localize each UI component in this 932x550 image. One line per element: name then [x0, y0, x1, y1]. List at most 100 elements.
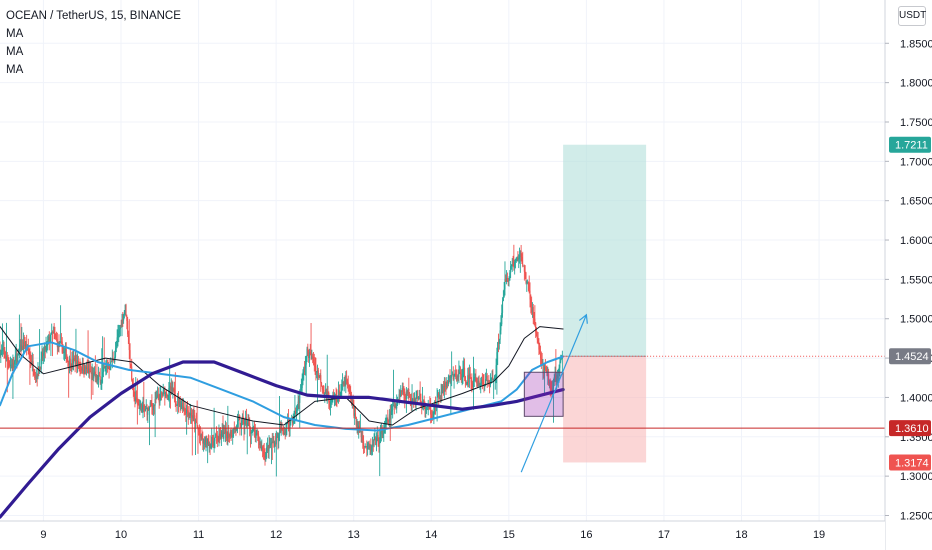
- candle-body: [102, 367, 104, 373]
- candle-body: [184, 409, 186, 411]
- candle-body: [523, 265, 525, 267]
- candle-body: [144, 409, 146, 412]
- candle-body: [518, 258, 520, 260]
- candle-body: [330, 399, 332, 402]
- candle-body: [5, 355, 8, 359]
- candle-body: [249, 428, 252, 434]
- candle-body: [98, 375, 100, 380]
- candle-body: [447, 381, 449, 384]
- candle-body: [264, 455, 266, 458]
- candle-body: [253, 429, 256, 432]
- candle-body: [77, 360, 79, 368]
- candle-body: [351, 399, 353, 401]
- candle-body: [375, 437, 377, 445]
- candle-body: [459, 371, 461, 374]
- candle-body: [126, 316, 128, 321]
- candle-body: [245, 417, 247, 420]
- candle-body: [556, 378, 558, 382]
- candle-body: [273, 441, 275, 447]
- candle-body: [538, 342, 540, 350]
- indicator-ma-3[interactable]: MA: [6, 64, 24, 76]
- candle-body: [30, 356, 32, 362]
- candle-body: [158, 397, 160, 403]
- candle-body: [297, 401, 299, 407]
- candle-body: [65, 349, 67, 359]
- symbol-title[interactable]: OCEAN / TetherUS, 15, BINANCE: [6, 10, 181, 22]
- candle-body: [556, 374, 559, 379]
- candle-body: [361, 436, 363, 438]
- candle-body: [493, 379, 495, 381]
- candle-body: [131, 366, 133, 381]
- candle-body: [140, 403, 142, 413]
- candle-body: [86, 366, 88, 368]
- price-tick-label: 1.8500: [900, 38, 932, 50]
- candle-body: [475, 377, 477, 382]
- candle-body: [232, 429, 235, 436]
- candle-body: [372, 444, 374, 446]
- candle-body: [547, 374, 549, 376]
- candle-body: [527, 281, 529, 285]
- candle-body: [448, 375, 450, 382]
- long-position-tool[interactable]: [563, 144, 647, 463]
- candle-body: [225, 428, 227, 432]
- candle-body: [392, 404, 395, 407]
- candle-body: [194, 420, 197, 424]
- candle-body: [266, 445, 268, 448]
- candle-body: [87, 367, 89, 373]
- candle-body: [518, 254, 521, 259]
- candle-body: [203, 439, 205, 445]
- candle-body: [51, 332, 54, 333]
- candle-body: [495, 365, 497, 375]
- time-tick-label: 15: [503, 529, 515, 541]
- candle-body: [63, 351, 65, 353]
- candle-body: [524, 271, 526, 273]
- candle-body: [222, 431, 224, 439]
- candle-body: [555, 374, 557, 382]
- candle-body: [60, 341, 62, 343]
- candle-body: [535, 322, 537, 333]
- candle-body: [123, 314, 125, 321]
- candle-body: [400, 390, 402, 397]
- indicator-ma-2[interactable]: MA: [6, 46, 24, 58]
- candle-body: [533, 314, 535, 319]
- time-axis[interactable]: 9 10 11 12 13 14 15 16 17 18 19: [0, 520, 885, 550]
- candle-body: [312, 357, 315, 363]
- candle-body: [507, 280, 509, 282]
- indicator-ma-1[interactable]: MA: [6, 28, 24, 40]
- candle-body: [466, 382, 468, 384]
- drawing-overlays[interactable]: [0, 313, 885, 473]
- candle-body: [48, 336, 50, 342]
- price-axis[interactable]: 1.25001.30001.35001.40001.45001.50001.55…: [884, 0, 932, 550]
- candle-body: [380, 430, 382, 433]
- candle-body: [324, 392, 326, 394]
- candle-body: [79, 364, 81, 368]
- candle-body: [325, 389, 327, 396]
- candle-body: [272, 441, 274, 443]
- candle-body: [300, 390, 302, 392]
- time-tick-label: 10: [115, 529, 127, 541]
- candle-body: [506, 278, 508, 281]
- candle-body: [417, 397, 419, 399]
- candle-body: [553, 377, 555, 383]
- candle-body: [449, 375, 451, 378]
- candle-body: [280, 428, 282, 433]
- candle-body: [166, 395, 168, 397]
- candle-body: [514, 261, 516, 268]
- candle-body: [317, 370, 319, 377]
- currency-button[interactable]: USDT: [898, 6, 926, 26]
- candle-body: [42, 352, 44, 356]
- candle-body: [552, 382, 554, 390]
- candle-body: [494, 374, 496, 378]
- candle-body: [471, 382, 473, 384]
- candle-body: [248, 423, 250, 424]
- candle-body: [407, 388, 409, 394]
- candle-body: [473, 377, 475, 381]
- candle-body: [531, 304, 533, 313]
- candle-body: [243, 422, 245, 424]
- candle-body: [371, 446, 373, 452]
- candle-body: [291, 419, 294, 423]
- candle-body: [77, 360, 79, 365]
- candle-body: [16, 354, 18, 362]
- candle-body: [398, 394, 400, 401]
